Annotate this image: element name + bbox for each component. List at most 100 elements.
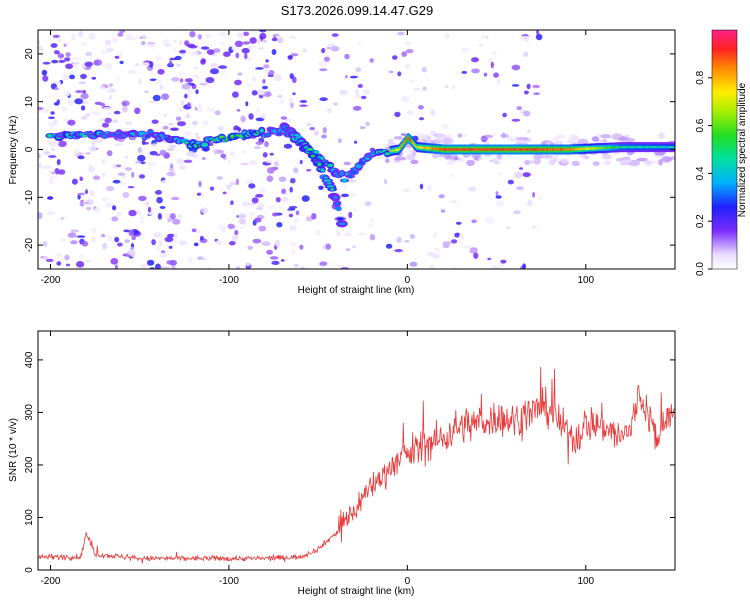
ridge-band-core — [400, 145, 402, 149]
spectrogram-ridge-branch — [279, 122, 348, 228]
noise-speckle — [519, 167, 523, 170]
noise-speckle — [177, 214, 182, 219]
noise-speckle — [625, 138, 636, 143]
ridge-band-core — [575, 147, 578, 151]
ridge-band-core — [515, 148, 518, 151]
ridge-band-core — [459, 148, 461, 151]
noise-speckle — [485, 35, 489, 39]
noise-speckle — [177, 121, 186, 127]
noise-speckle — [200, 46, 210, 50]
noise-speckle — [478, 43, 484, 47]
noise-speckle — [348, 193, 357, 197]
ridge-band-core — [446, 148, 448, 151]
ridge-band-core — [591, 147, 594, 150]
noise-speckle — [184, 78, 193, 83]
ridge-core — [317, 162, 322, 167]
noise-speckle — [432, 152, 439, 159]
colorbar-tick-label: 0.8 — [695, 70, 706, 84]
ridge-band-core — [462, 148, 464, 151]
noise-speckle — [162, 38, 170, 45]
ridge-band-core — [490, 148, 492, 151]
noise-speckle — [178, 71, 185, 76]
noise-speckle — [411, 149, 417, 157]
noise-speckle — [214, 110, 221, 116]
noise-speckle — [200, 192, 205, 198]
noise-speckle — [135, 63, 140, 67]
noise-speckle — [70, 229, 80, 233]
noise-speckle — [75, 90, 83, 94]
ridge-band-core — [627, 145, 629, 149]
noise-speckle — [274, 240, 281, 247]
ridge-band-core — [475, 148, 477, 151]
noise-speckle — [266, 249, 273, 255]
noise-speckle — [334, 264, 344, 268]
noise-speckle — [396, 236, 402, 244]
noise-speckle — [137, 147, 142, 153]
noise-speckle — [365, 121, 370, 127]
noise-speckle — [227, 160, 232, 165]
noise-speckle — [174, 55, 182, 61]
noise-speckle — [114, 55, 120, 59]
noise-speckle — [271, 37, 278, 42]
ridge-band-core — [560, 148, 563, 151]
noise-speckle — [159, 252, 168, 258]
spectrogram-xtick-label: -100 — [219, 275, 239, 286]
noise-speckle — [228, 241, 236, 246]
noise-speckle — [444, 153, 450, 160]
noise-speckle — [261, 40, 268, 43]
noise-speckle — [525, 35, 530, 43]
noise-speckle — [64, 254, 70, 261]
noise-speckle — [248, 212, 255, 216]
ridge-band-core — [455, 148, 458, 151]
noise-speckle — [385, 158, 390, 163]
noise-speckle — [220, 153, 227, 159]
noise-speckle — [531, 225, 538, 230]
ridge-band-core — [457, 148, 459, 151]
snr-ytick-label: 100 — [24, 509, 35, 526]
ridge-band-core — [664, 145, 667, 149]
noise-speckle — [513, 210, 521, 215]
noise-speckle — [347, 179, 356, 183]
noise-speckle — [257, 88, 266, 96]
noise-speckle — [345, 248, 351, 252]
ridge-core — [334, 202, 340, 205]
spectrogram-ylabel: Frequency (Hz) — [8, 116, 19, 185]
noise-speckle — [80, 73, 87, 79]
noise-speckle — [242, 41, 251, 45]
noise-speckle — [457, 133, 463, 138]
noise-speckle — [88, 166, 96, 173]
noise-speckle — [663, 156, 673, 162]
ridge-band-core — [628, 145, 630, 149]
ridge-band-core — [570, 148, 572, 151]
noise-speckle — [461, 70, 468, 74]
noise-speckle — [209, 186, 215, 191]
noise-speckle — [91, 236, 96, 243]
noise-speckle — [185, 112, 190, 118]
noise-speckle — [111, 36, 119, 44]
noise-speckle — [491, 157, 498, 163]
noise-speckle — [73, 148, 80, 154]
noise-speckle — [602, 138, 607, 143]
noise-speckle — [277, 37, 284, 44]
noise-speckle — [222, 191, 227, 195]
noise-speckle — [104, 39, 112, 46]
ridge-band-core — [460, 148, 462, 151]
noise-speckle — [167, 218, 172, 223]
noise-speckle — [80, 115, 88, 120]
snr-series-line — [38, 366, 675, 564]
noise-speckle — [451, 84, 456, 90]
ridge-band-core — [548, 148, 550, 151]
noise-speckle — [236, 266, 240, 269]
noise-speckle — [137, 154, 146, 162]
noise-speckle — [234, 40, 243, 47]
ridge-band-core — [620, 145, 623, 149]
noise-speckle — [142, 142, 150, 145]
noise-speckle — [466, 159, 475, 166]
noise-speckle — [353, 208, 357, 212]
noise-speckle — [397, 31, 405, 36]
ridge-band-core — [668, 145, 671, 149]
noise-speckle — [38, 263, 41, 269]
noise-speckle — [226, 184, 233, 188]
noise-speckle — [263, 64, 270, 69]
